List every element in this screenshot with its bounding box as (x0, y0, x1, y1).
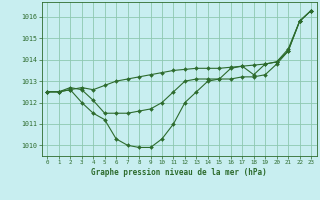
X-axis label: Graphe pression niveau de la mer (hPa): Graphe pression niveau de la mer (hPa) (91, 168, 267, 177)
